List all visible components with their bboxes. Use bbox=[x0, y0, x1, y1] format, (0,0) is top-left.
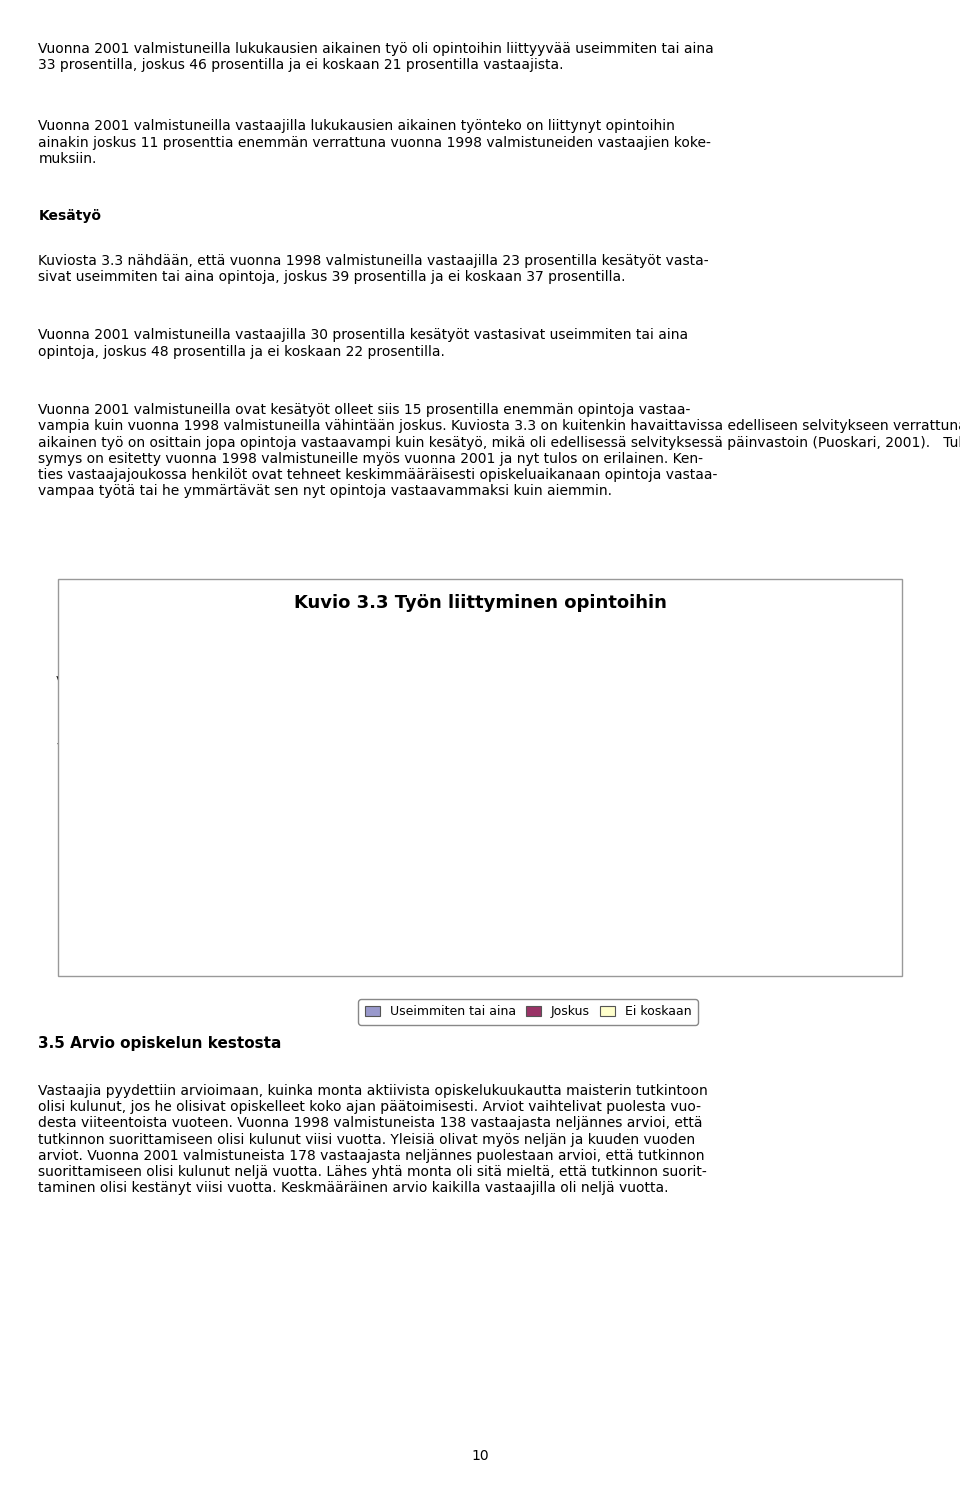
Bar bbox=[216, 660, 840, 664]
Text: Vuonna 2001 valmistuneilla ovat kesätyöt olleet siis 15 prosentilla enemmän opin: Vuonna 2001 valmistuneilla ovat kesätyöt… bbox=[38, 403, 960, 499]
Text: 23: 23 bbox=[279, 738, 297, 751]
Text: Kuviosta 3.3 nähdään, että vuonna 1998 valmistuneilla vastaajilla 23 prosentilla: Kuviosta 3.3 nähdään, että vuonna 1998 v… bbox=[38, 254, 709, 284]
Bar bbox=[216, 726, 359, 763]
Bar bbox=[216, 660, 403, 696]
Text: 48: 48 bbox=[544, 670, 562, 685]
Text: Vuonna 2001 valmistuneilla vastaajilla lukukausien aikainen työnteko on liittyny: Vuonna 2001 valmistuneilla vastaajilla l… bbox=[38, 119, 711, 166]
Bar bbox=[359, 860, 640, 896]
Bar bbox=[422, 793, 708, 830]
Bar bbox=[216, 797, 840, 835]
Text: Vastaajia pyydettiin arvioimaan, kuinka monta aktiivista opiskelukuukautta maist: Vastaajia pyydettiin arvioimaan, kuinka … bbox=[38, 1084, 708, 1194]
Bar bbox=[216, 864, 840, 900]
Text: Kesätyö: Kesätyö bbox=[38, 209, 102, 222]
Bar bbox=[216, 860, 359, 896]
Text: Vuonna 2001 valmistuneilla vastaajilla 30 prosentilla kesätyöt vastasivat useimm: Vuonna 2001 valmistuneilla vastaajilla 3… bbox=[38, 328, 688, 358]
Text: 23: 23 bbox=[279, 870, 297, 885]
Text: 30: 30 bbox=[300, 670, 319, 685]
Text: 22: 22 bbox=[762, 670, 780, 685]
Bar bbox=[703, 660, 840, 696]
Bar bbox=[216, 732, 840, 767]
Text: 39: 39 bbox=[472, 738, 490, 751]
Text: Kuvio 3.3 Työn liittyminen opintoihin: Kuvio 3.3 Työn liittyminen opintoihin bbox=[294, 594, 666, 612]
Bar bbox=[640, 860, 847, 896]
Text: Vuonna 2001 valmistuneilla lukukausien aikainen työ oli opintoihin liittyyvää us: Vuonna 2001 valmistuneilla lukukausien a… bbox=[38, 42, 714, 72]
Bar bbox=[216, 793, 422, 830]
Text: 33: 33 bbox=[734, 870, 752, 885]
Bar bbox=[216, 664, 840, 700]
Bar bbox=[708, 793, 840, 830]
Bar bbox=[216, 860, 840, 864]
Text: 45: 45 bbox=[492, 870, 509, 885]
Bar bbox=[359, 726, 603, 763]
Bar bbox=[403, 660, 703, 696]
Text: 3.5 Arvio opiskelun kestosta: 3.5 Arvio opiskelun kestosta bbox=[38, 1036, 282, 1051]
Bar bbox=[603, 726, 833, 763]
Legend: Useimmiten tai aina, Joskus, Ei koskaan: Useimmiten tai aina, Joskus, Ei koskaan bbox=[358, 999, 698, 1024]
Text: 10: 10 bbox=[471, 1448, 489, 1463]
Text: 21: 21 bbox=[766, 805, 783, 818]
Text: 46: 46 bbox=[557, 805, 574, 818]
Text: 33: 33 bbox=[310, 805, 327, 818]
Bar bbox=[216, 726, 840, 732]
Text: 37: 37 bbox=[709, 738, 727, 751]
Bar bbox=[216, 793, 840, 797]
